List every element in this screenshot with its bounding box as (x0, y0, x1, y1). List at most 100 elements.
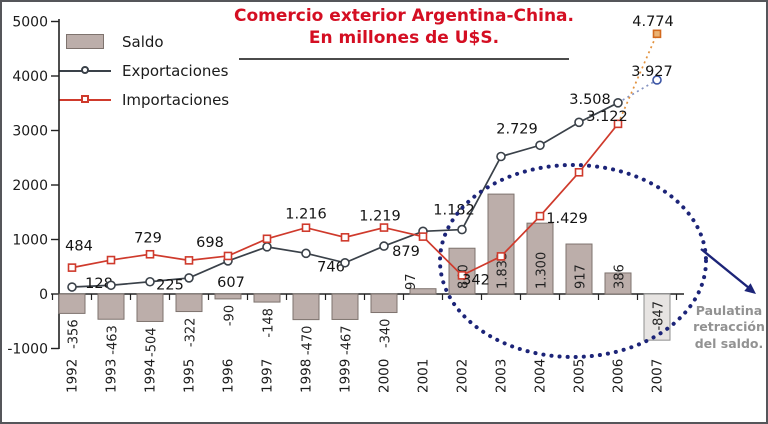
projection-line-exportaciones (617, 79, 658, 104)
point-label-exportaciones-2004: 2.729 (496, 121, 538, 137)
point-label-exportaciones-1998: 746 (317, 259, 345, 275)
x-label-2000: 2000 (377, 359, 393, 393)
bar-1999 (331, 293, 359, 320)
marker-importaciones-1996 (223, 251, 233, 261)
marker-exportaciones-1993 (106, 280, 116, 291)
y-tick-label: 4000 (12, 69, 48, 85)
marker-exportaciones-1994 (145, 276, 155, 287)
point-label-importaciones-1994: 729 (134, 230, 162, 246)
bar-label-2001: 97 (404, 273, 419, 290)
point-label-importaciones-2004: 1.429 (546, 211, 588, 227)
point-label-importaciones-1998: 1.216 (285, 207, 327, 223)
x-label-2005: 2005 (572, 359, 588, 393)
x-label-2001: 2001 (416, 359, 432, 393)
x-label-2003: 2003 (494, 359, 510, 393)
marker-importaciones-1993 (106, 255, 116, 265)
chart-title-block: Comercio exterior Argentina-China. En mi… (179, 5, 629, 50)
x-label-1998: 1998 (299, 359, 315, 393)
y-tick-label: 5000 (12, 15, 48, 31)
point-label-exportaciones-2002: 1.182 (433, 203, 475, 219)
marker-exportaciones-1992 (67, 282, 77, 292)
x-label-1997: 1997 (260, 359, 276, 393)
y-tick-label: 1000 (12, 233, 48, 249)
bar-2000 (370, 293, 398, 314)
marker-exportaciones-1999 (340, 257, 350, 268)
marker-importaciones-2003 (496, 252, 506, 261)
marker-exportaciones-2002 (457, 224, 467, 235)
bar-1998 (292, 293, 320, 321)
marker-importaciones-1999 (340, 233, 350, 242)
marker-importaciones-2000 (379, 223, 389, 232)
x-label-2007: 2007 (650, 359, 666, 393)
bar-label-2004: 1.300 (535, 252, 550, 289)
annotation-line-1: Paulatina (695, 303, 763, 318)
marker-exportaciones-1998 (301, 248, 311, 259)
point-label-importaciones-2002: 342 (462, 272, 490, 288)
y-tick-label: -1000 (7, 342, 48, 358)
x-label-1994: 1994 (143, 359, 159, 393)
bar-label-2000: -340 (379, 319, 394, 349)
y-tick-label: 0 (39, 287, 48, 303)
point-label-exportaciones-1996: 607 (217, 275, 245, 291)
point-label-importaciones-2006: 3.122 (586, 109, 628, 125)
chart-subtitle: En millones de U$S. (308, 28, 500, 49)
bar-label-1997: -148 (262, 308, 277, 338)
bar-swatch-icon (66, 34, 104, 49)
legend-item-exportaciones: Exportaciones (56, 56, 229, 85)
x-label-1999: 1999 (338, 359, 354, 393)
bar-label-2003: 1.833 (496, 252, 511, 289)
point-label-importaciones-1996: 698 (196, 235, 224, 251)
bar-label-1993: -463 (106, 325, 121, 355)
marker-exportaciones-2003 (496, 151, 506, 162)
point-label-importaciones-2007: 4.774 (632, 14, 674, 30)
point-label-exportaciones-2006: 3.508 (569, 92, 611, 108)
bar-2005 (565, 243, 593, 295)
marker-importaciones-1992 (67, 263, 77, 272)
bar-2003 (487, 193, 515, 295)
marker-importaciones-1995 (184, 256, 194, 265)
bar-2007 (643, 293, 671, 341)
importaciones-sample (56, 94, 114, 103)
bar-2001 (409, 288, 437, 295)
bar-1997 (253, 293, 281, 303)
legend-label-exportaciones: Exportaciones (122, 61, 229, 80)
marker-importaciones-2004 (535, 211, 545, 221)
bar-1995 (175, 293, 203, 313)
bar-label-2005: 917 (574, 264, 589, 289)
marker-importaciones-1998 (301, 223, 311, 233)
saldo-retraction-annotation: Paulatina retracción del saldo. (690, 303, 766, 352)
x-label-2006: 2006 (611, 359, 627, 393)
marker-importaciones-2005 (574, 168, 584, 177)
legend-label-saldo: Saldo (122, 32, 164, 51)
point-label-importaciones-2000: 1.219 (359, 209, 401, 225)
marker-importaciones-1994 (145, 249, 155, 259)
bar-1992 (58, 293, 86, 314)
marker-exportaciones-2000 (379, 241, 389, 251)
y-tick-label: 3000 (12, 124, 48, 140)
y-tick-label: 2000 (12, 178, 48, 194)
bar-1994 (136, 293, 164, 322)
x-label-2004: 2004 (533, 359, 549, 393)
marker-exportaciones-2006 (613, 98, 623, 108)
line-circle-icon (59, 65, 111, 74)
bar-label-2006: 386 (613, 264, 628, 289)
point-label-exportaciones-2000: 879 (392, 244, 420, 260)
marker-exportaciones-2005 (574, 117, 584, 128)
marker-importaciones-2001 (418, 232, 428, 241)
legend: Saldo Exportaciones Importaciones (56, 27, 229, 114)
legend-item-saldo: Saldo (56, 27, 229, 56)
point-label-exportaciones-1994: 225 (156, 278, 184, 294)
highlight-ellipse (438, 163, 708, 359)
bar-2006 (604, 272, 632, 295)
chart-title: Comercio exterior Argentina-China. (234, 6, 574, 26)
x-label-2002: 2002 (455, 359, 471, 393)
legend-item-importaciones: Importaciones (56, 85, 229, 114)
annotation-arrow (700, 248, 750, 289)
bar-1993 (97, 293, 125, 320)
bar-label-2007: -847 (652, 301, 667, 331)
point-label-importaciones-1992: 484 (65, 239, 93, 255)
marker-importaciones-1997 (262, 234, 272, 244)
point-label-exportaciones-1992: 128 (85, 276, 113, 292)
line-square-icon (59, 94, 111, 103)
